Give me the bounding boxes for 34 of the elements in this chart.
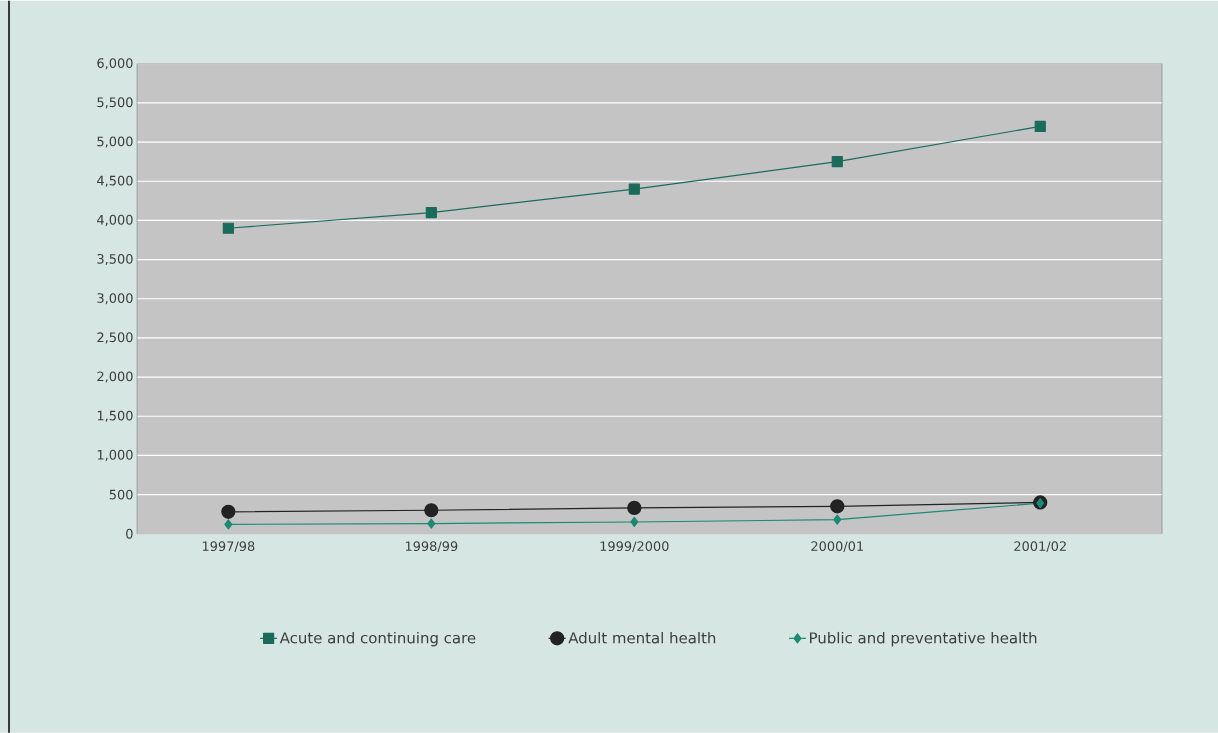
x-tick-label: 1999/2000 xyxy=(600,541,669,552)
y-tick-label: 0 xyxy=(126,528,133,539)
y-tick-label: 5,500 xyxy=(97,97,133,109)
y-tick-label: 500 xyxy=(109,489,133,500)
legend-label: Acute and continuing care xyxy=(279,631,476,647)
legend-label: Public and preventative health xyxy=(810,631,1037,647)
y-tick-label: 2,500 xyxy=(97,332,133,344)
y-tick-label: 1,000 xyxy=(97,449,133,461)
x-tick-label: 1997/98 xyxy=(202,541,255,552)
legend-label: Adult mental health xyxy=(568,631,716,644)
point xyxy=(628,183,640,195)
point xyxy=(830,498,845,514)
point xyxy=(831,155,843,168)
point xyxy=(221,504,236,519)
y-tick-label: 3,000 xyxy=(97,292,133,305)
x-tick-label: 2000/01 xyxy=(811,541,863,552)
point xyxy=(425,206,437,218)
x-tick-label: 2001/02 xyxy=(1014,541,1066,552)
point xyxy=(222,222,234,234)
x-tick-label: 1998/99 xyxy=(405,541,458,552)
point xyxy=(627,500,642,515)
y-tick-label: 4,500 xyxy=(97,175,133,187)
y-tick-label: 1,500 xyxy=(97,410,133,422)
y-tick-label: 2,000 xyxy=(97,371,133,383)
y-tick-label: 5,000 xyxy=(97,136,133,148)
point xyxy=(833,514,842,525)
point xyxy=(224,519,233,530)
y-tick-label: 6,000 xyxy=(97,57,133,70)
y-tick-label: 4,000 xyxy=(97,214,133,226)
y-tick-label: 3,500 xyxy=(97,253,133,265)
point xyxy=(1034,120,1046,132)
point xyxy=(424,502,439,518)
point xyxy=(630,516,639,527)
point xyxy=(427,518,436,529)
